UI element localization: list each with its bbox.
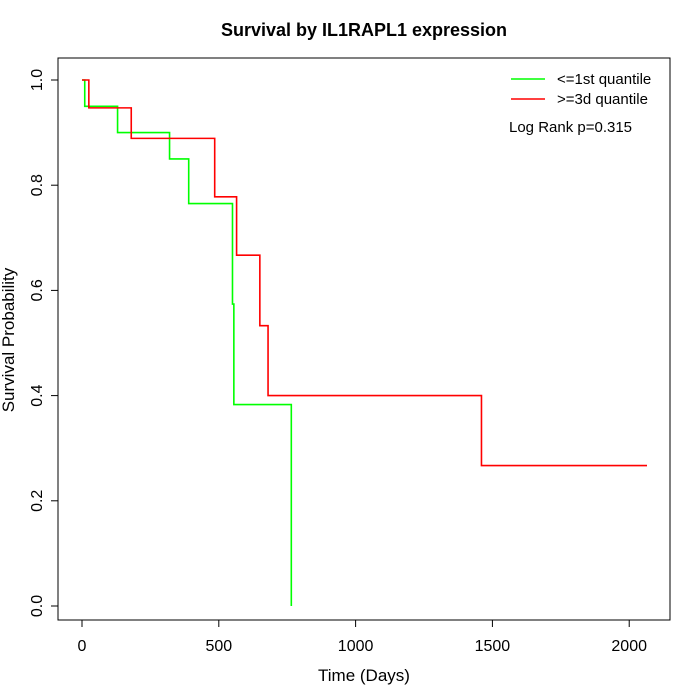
y-tick-label: 0.8 xyxy=(29,174,46,196)
x-tick-label: 2000 xyxy=(611,638,647,655)
x-axis-label: Time (Days) xyxy=(318,666,410,685)
legend-entry: >=3d quantile xyxy=(557,91,648,108)
y-tick-label: 0.6 xyxy=(29,279,46,301)
y-tick-label: 0.2 xyxy=(29,490,46,512)
y-tick-label: 1.0 xyxy=(29,69,46,91)
x-tick-label: 500 xyxy=(205,638,232,655)
y-tick-label: 0.4 xyxy=(29,384,46,406)
y-axis-label: Survival Probability xyxy=(0,267,18,412)
series-line-high-quantile xyxy=(82,79,647,467)
y-tick-label: 0.0 xyxy=(29,595,46,617)
x-axis: 0 500 1000 1500 2000 xyxy=(78,620,647,655)
x-tick-label: 1500 xyxy=(475,638,511,655)
plot-frame xyxy=(57,57,671,621)
series-line-low-quantile xyxy=(82,79,293,606)
x-tick-label: 1000 xyxy=(338,638,374,655)
legend-entry: <=1st quantile xyxy=(557,71,651,88)
log-rank-annotation: Log Rank p=0.315 xyxy=(509,119,632,136)
chart-title: Survival by IL1RAPL1 expression xyxy=(221,20,507,40)
x-tick-label: 0 xyxy=(78,638,87,655)
legend: <=1st quantile >=3d quantile xyxy=(511,71,651,108)
y-axis: 0.0 0.2 0.4 0.6 0.8 1.0 xyxy=(29,69,58,617)
series-lines xyxy=(82,79,647,606)
